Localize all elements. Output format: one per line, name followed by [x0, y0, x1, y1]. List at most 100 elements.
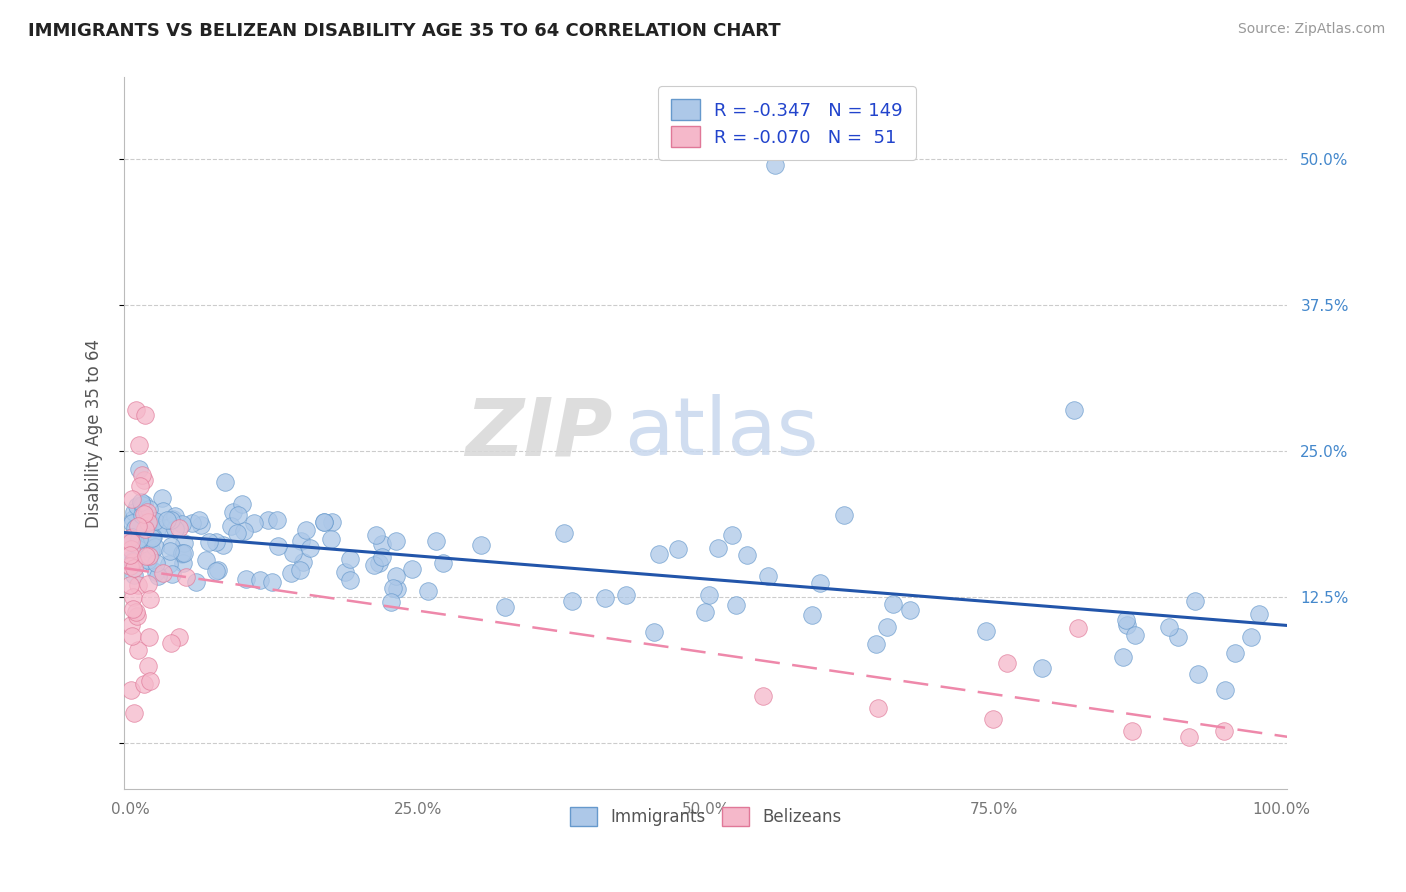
Point [124, 403, 146, 417]
Point [226, 525, 249, 540]
Point [121, 629, 143, 643]
Text: ZIP: ZIP [465, 394, 613, 473]
Point [138, 630, 160, 644]
Point [228, 508, 250, 522]
Point [260, 574, 283, 589]
Point [257, 513, 280, 527]
Point [159, 636, 181, 650]
Point [124, 706, 146, 721]
Point [1121, 723, 1143, 738]
Point [165, 508, 187, 523]
Point [697, 588, 720, 602]
Point [128, 462, 150, 476]
Point [135, 505, 157, 519]
Point [131, 555, 153, 569]
Point [174, 569, 197, 583]
Point [134, 409, 156, 423]
Point [181, 516, 204, 530]
Point [294, 523, 316, 537]
Point [118, 532, 141, 546]
Point [152, 491, 174, 505]
Point [737, 548, 759, 562]
Point [643, 624, 665, 639]
Point [138, 511, 160, 525]
Point [136, 553, 159, 567]
Point [128, 524, 150, 538]
Point [121, 602, 143, 616]
Point [648, 547, 671, 561]
Point [128, 541, 150, 556]
Point [132, 473, 155, 487]
Text: Source: ZipAtlas.com: Source: ZipAtlas.com [1237, 22, 1385, 37]
Text: IMMIGRANTS VS BELIZEAN DISABILITY AGE 35 TO 64 CORRELATION CHART: IMMIGRANTS VS BELIZEAN DISABILITY AGE 35… [28, 22, 780, 40]
Point [160, 540, 183, 554]
Point [368, 556, 391, 570]
Point [120, 559, 142, 574]
Point [595, 591, 617, 605]
Point [214, 475, 236, 490]
Point [167, 631, 190, 645]
Point [145, 556, 167, 570]
Point [974, 624, 997, 639]
Point [371, 549, 394, 564]
Point [235, 572, 257, 586]
Point [145, 566, 167, 580]
Point [1115, 613, 1137, 627]
Point [212, 538, 235, 552]
Point [1240, 630, 1263, 644]
Point [141, 530, 163, 544]
Point [128, 438, 150, 452]
Point [146, 522, 169, 536]
Point [138, 502, 160, 516]
Point [198, 534, 221, 549]
Point [401, 562, 423, 576]
Point [231, 497, 253, 511]
Point [160, 566, 183, 581]
Point [1167, 630, 1189, 644]
Point [134, 522, 156, 536]
Point [141, 529, 163, 543]
Point [1159, 620, 1181, 634]
Point [122, 555, 145, 569]
Point [120, 552, 142, 566]
Point [720, 528, 742, 542]
Point [380, 595, 402, 609]
Point [160, 513, 183, 527]
Point [139, 541, 162, 556]
Point [131, 508, 153, 523]
Point [128, 532, 150, 546]
Point [561, 593, 583, 607]
Point [319, 532, 342, 546]
Point [370, 536, 392, 550]
Point [122, 505, 145, 519]
Point [120, 548, 142, 562]
Point [136, 577, 159, 591]
Point [1112, 649, 1135, 664]
Point [131, 467, 153, 482]
Point [173, 546, 195, 560]
Point [1115, 618, 1137, 632]
Point [141, 531, 163, 545]
Point [1247, 607, 1270, 622]
Point [983, 712, 1005, 726]
Point [868, 700, 890, 714]
Point [707, 541, 730, 555]
Point [800, 608, 823, 623]
Point [131, 531, 153, 545]
Point [1123, 628, 1146, 642]
Point [312, 515, 335, 529]
Point [129, 479, 152, 493]
Point [381, 581, 404, 595]
Point [190, 518, 212, 533]
Point [614, 588, 637, 602]
Point [222, 505, 245, 519]
Point [752, 689, 775, 703]
Point [125, 605, 148, 619]
Point [470, 538, 492, 552]
Point [186, 574, 208, 589]
Point [249, 573, 271, 587]
Point [145, 514, 167, 528]
Point [194, 553, 217, 567]
Point [148, 569, 170, 583]
Point [128, 533, 150, 547]
